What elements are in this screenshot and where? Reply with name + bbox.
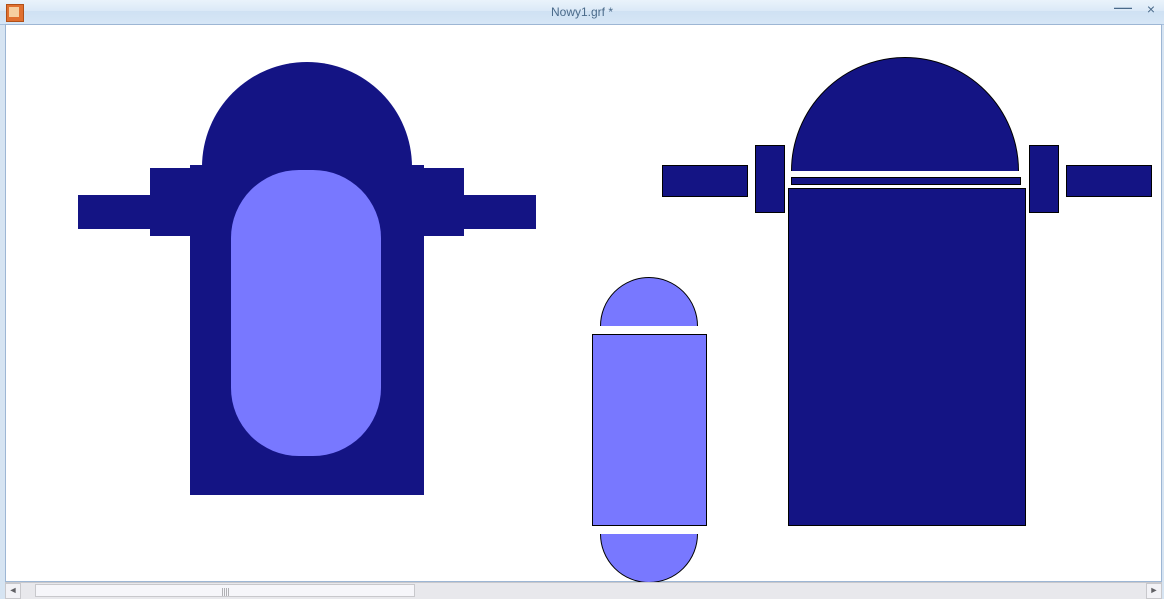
left-hydrant-lug-right[interactable] — [424, 168, 464, 236]
left-hydrant-lug-left[interactable] — [150, 168, 190, 236]
right-hydrant-body[interactable] — [788, 188, 1026, 526]
left-hydrant-arm-left[interactable] — [78, 195, 150, 229]
center-capsule-body[interactable] — [592, 334, 707, 526]
titlebar[interactable]: Nowy1.grf * ― × — [0, 0, 1164, 25]
window-title: Nowy1.grf * — [0, 0, 1164, 24]
right-hydrant-lug-right[interactable] — [1029, 145, 1059, 213]
left-hydrant-arm-right[interactable] — [464, 195, 536, 229]
drawing-canvas[interactable] — [6, 25, 1161, 581]
minimize-button[interactable]: ― — [1110, 0, 1136, 18]
close-button[interactable]: × — [1140, 0, 1162, 18]
scroll-thumb[interactable] — [35, 584, 415, 597]
left-hydrant-inner-capsule[interactable] — [231, 170, 381, 456]
right-hydrant-arm-left[interactable] — [662, 165, 748, 197]
scroll-left-button[interactable]: ◄ — [5, 583, 21, 599]
canvas-viewport — [5, 24, 1162, 582]
horizontal-scrollbar[interactable]: ◄ ► — [5, 582, 1162, 599]
right-hydrant-neck-bar[interactable] — [791, 177, 1021, 185]
app-window: Nowy1.grf * ― × ◄ ► — [0, 0, 1164, 599]
right-hydrant-arm-right[interactable] — [1066, 165, 1152, 197]
right-hydrant-lug-left[interactable] — [755, 145, 785, 213]
scroll-grip-icon — [222, 588, 230, 596]
scroll-right-button[interactable]: ► — [1146, 583, 1162, 599]
